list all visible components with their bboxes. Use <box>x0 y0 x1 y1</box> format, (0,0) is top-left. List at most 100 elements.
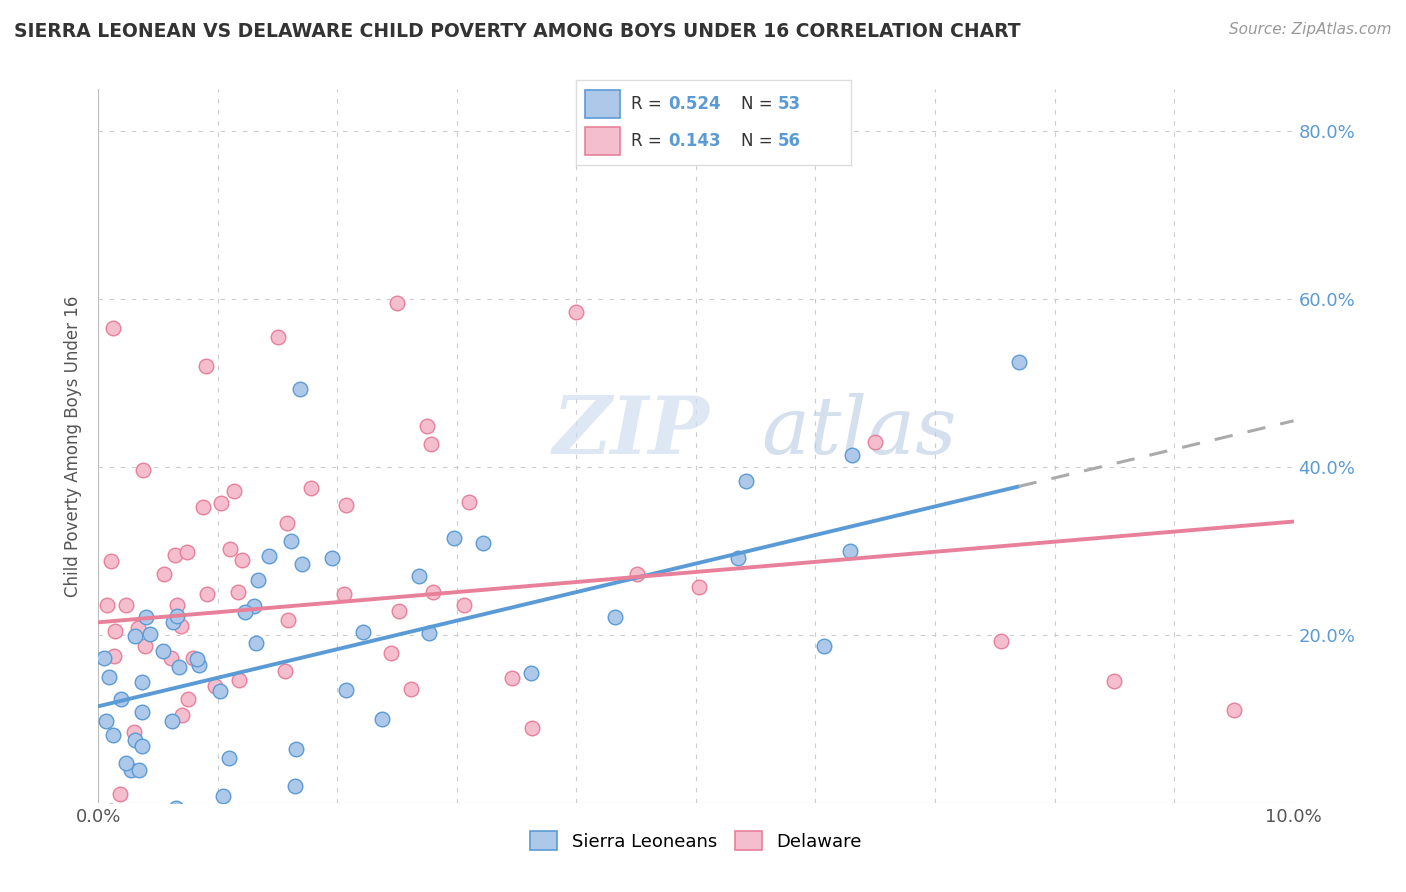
Point <box>131 706 153 720</box>
Point <box>100 554 122 568</box>
Y-axis label: Child Poverty Among Boys Under 16: Child Poverty Among Boys Under 16 <box>65 295 83 597</box>
Point <box>162 615 184 629</box>
Point <box>370 712 392 726</box>
Point <box>418 626 440 640</box>
Point <box>188 657 211 672</box>
Point <box>166 608 188 623</box>
Point <box>235 605 257 619</box>
Point <box>284 779 307 793</box>
Point <box>218 750 240 764</box>
Text: R =: R = <box>631 132 668 150</box>
Point <box>160 651 183 665</box>
Point <box>520 721 543 735</box>
Point <box>291 557 314 571</box>
Point <box>162 714 184 729</box>
Point <box>104 624 127 638</box>
Point <box>280 533 302 548</box>
Point <box>124 725 146 739</box>
Point <box>299 481 322 495</box>
Point <box>218 541 240 556</box>
Point <box>94 714 117 729</box>
Point <box>222 483 245 498</box>
Point <box>127 622 149 636</box>
Point <box>212 789 235 803</box>
Point <box>103 649 125 664</box>
Point <box>257 549 280 564</box>
Point <box>242 599 264 613</box>
Point <box>769 128 792 143</box>
Point <box>813 639 835 653</box>
Point <box>139 627 162 641</box>
Legend: Sierra Leoneans, Delaware: Sierra Leoneans, Delaware <box>523 824 869 858</box>
Point <box>128 763 150 777</box>
Point <box>990 633 1012 648</box>
Point <box>153 566 176 581</box>
Point <box>735 475 758 489</box>
Point <box>209 684 232 698</box>
Point <box>453 598 475 612</box>
Point <box>228 585 250 599</box>
Point <box>419 437 441 451</box>
Text: 0.524: 0.524 <box>668 95 721 113</box>
Point <box>110 692 132 706</box>
Point <box>114 598 136 612</box>
Point <box>1223 703 1246 717</box>
Point <box>408 569 430 583</box>
Point <box>626 566 648 581</box>
Text: 0.143: 0.143 <box>668 132 721 150</box>
Point <box>352 625 374 640</box>
Point <box>335 498 357 512</box>
Point <box>501 671 523 685</box>
FancyBboxPatch shape <box>585 127 620 155</box>
Point <box>100 804 122 818</box>
Point <box>273 665 295 679</box>
Point <box>1104 674 1126 689</box>
Point <box>131 463 153 477</box>
Point <box>321 551 343 566</box>
Point <box>385 296 409 310</box>
Point <box>115 756 138 770</box>
Point <box>97 670 120 684</box>
Point <box>688 580 710 594</box>
Point <box>124 629 146 643</box>
Text: N =: N = <box>741 95 778 113</box>
Point <box>422 585 444 599</box>
Text: 56: 56 <box>778 132 801 150</box>
Point <box>134 639 156 653</box>
Point <box>166 598 188 612</box>
Point <box>838 544 860 558</box>
Point <box>727 551 749 566</box>
Text: 53: 53 <box>778 95 801 113</box>
Point <box>170 619 193 633</box>
Point <box>416 419 439 434</box>
Point <box>388 604 411 618</box>
Point <box>277 613 299 627</box>
Point <box>167 659 190 673</box>
Point <box>186 652 208 666</box>
Point <box>520 666 543 681</box>
Point <box>172 708 194 723</box>
Point <box>195 359 218 374</box>
Point <box>285 742 308 756</box>
Point <box>865 434 887 449</box>
Point <box>166 801 188 815</box>
Text: R =: R = <box>631 95 668 113</box>
Text: atlas: atlas <box>762 393 957 470</box>
Point <box>841 449 863 463</box>
Point <box>228 673 250 688</box>
Point <box>131 739 153 753</box>
Point <box>177 692 200 706</box>
Text: N =: N = <box>741 132 778 150</box>
Point <box>181 651 204 665</box>
Point <box>267 330 290 344</box>
Point <box>335 682 357 697</box>
Point <box>124 733 146 747</box>
Point <box>191 500 214 514</box>
Point <box>131 674 153 689</box>
Point <box>245 636 267 650</box>
Point <box>204 680 226 694</box>
Point <box>110 788 132 802</box>
Text: Source: ZipAtlas.com: Source: ZipAtlas.com <box>1229 22 1392 37</box>
Point <box>101 728 124 742</box>
Point <box>135 610 157 624</box>
